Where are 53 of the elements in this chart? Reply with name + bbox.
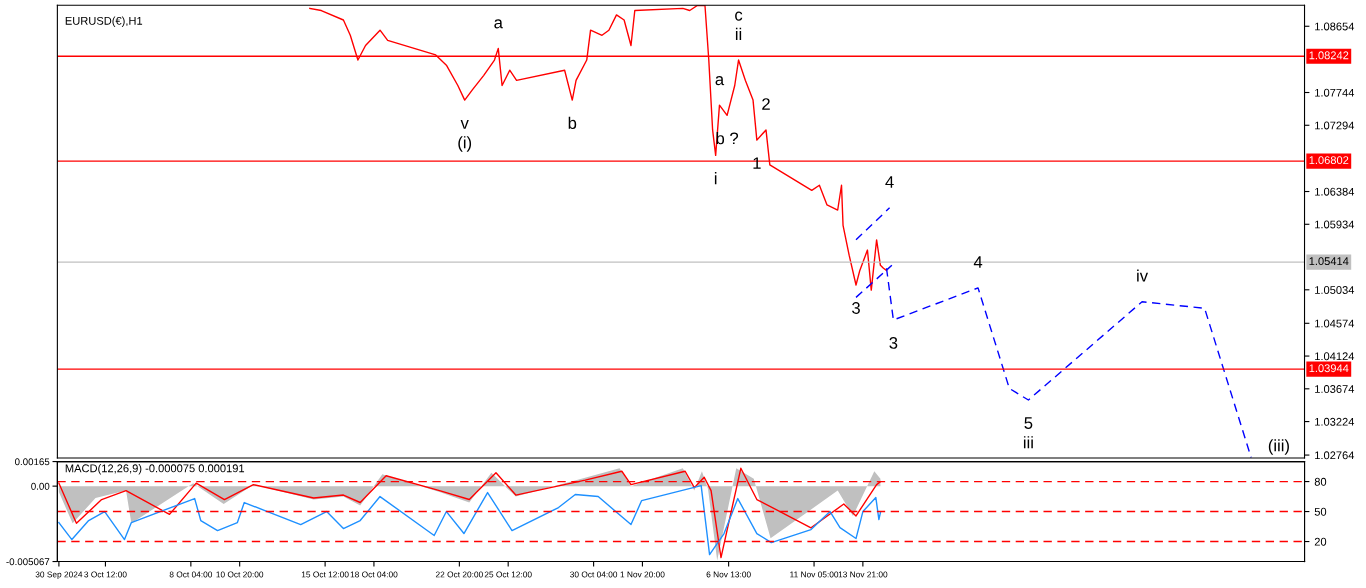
y-tick-label: 1.08654 xyxy=(1315,22,1355,31)
y2-tick-label: 80 xyxy=(1314,477,1327,486)
annotation: 3 xyxy=(852,302,860,314)
x-tick-label: 22 Oct 20:00 xyxy=(435,571,483,578)
annotation: i xyxy=(714,172,717,185)
ref-line-label: 1.05414 xyxy=(1309,257,1349,266)
annotation: ii xyxy=(735,27,742,40)
x-tick-label: 3 Oct 12:00 xyxy=(84,571,127,578)
y-tick-label: 1.03674 xyxy=(1315,385,1355,393)
x-tick-label: 18 Oct 04:00 xyxy=(350,571,398,578)
annotation: 2 xyxy=(762,98,770,110)
annotation: b xyxy=(568,116,577,129)
y-tick-label: 1.05034 xyxy=(1315,286,1355,294)
x-tick-label: 15 Oct 12:00 xyxy=(301,571,349,578)
y-tick-label: 1.06384 xyxy=(1315,187,1355,196)
ref-line-label: 1.03944 xyxy=(1309,364,1349,373)
annotation: 3 xyxy=(889,337,898,349)
x-tick-label: 1 Nov 20:00 xyxy=(620,571,665,578)
y-tick-label: 1.04124 xyxy=(1315,352,1355,361)
y-tick-label: -0.005067 xyxy=(6,558,50,566)
annotation: iv xyxy=(1137,269,1149,282)
y-tick-label: 1.03224 xyxy=(1315,417,1355,426)
annotation: 5 xyxy=(1024,417,1033,429)
y-tick-label: 1.04574 xyxy=(1315,319,1355,328)
y-tick-label: 1.05934 xyxy=(1315,220,1355,229)
ref-line-label: 1.06802 xyxy=(1309,156,1349,165)
annotation: v xyxy=(460,120,469,129)
x-tick-label: 13 Nov 21:00 xyxy=(838,571,888,578)
x-tick-label: 25 Oct 12:00 xyxy=(484,571,532,578)
x-tick-label: 30 Sep 2024 xyxy=(35,571,83,580)
annotation: a xyxy=(715,76,725,86)
x-tick-label: 10 Oct 20:00 xyxy=(216,571,264,578)
annotation: a xyxy=(494,19,503,29)
annotation: (i) xyxy=(458,136,472,152)
annotation: 4 xyxy=(973,256,983,268)
y-tick-label: 0.00165 xyxy=(14,458,50,466)
text: EURUSD(€),H1 xyxy=(65,16,143,27)
y-tick-label: 1.02764 xyxy=(1315,451,1355,460)
x-tick-label: 11 Nov 05:00 xyxy=(790,571,839,578)
annotation: (iii) xyxy=(1268,439,1289,455)
x-tick-label: 8 Oct 04:00 xyxy=(169,571,213,578)
x-tick-label: 30 Oct 04:00 xyxy=(570,571,618,578)
y2-tick-label: 50 xyxy=(1314,507,1327,516)
y-tick-label: 1.07744 xyxy=(1315,88,1355,97)
y-tick-label: 1.07294 xyxy=(1315,121,1355,130)
annotation: c xyxy=(735,11,743,21)
annotation: 4 xyxy=(885,176,894,188)
x-tick-label: 6 Nov 13:00 xyxy=(706,571,751,578)
y2-tick-label: 20 xyxy=(1314,537,1327,546)
y-tick-label: 0.00 xyxy=(31,482,50,490)
annotation: iii xyxy=(1023,436,1033,449)
ref-line-label: 1.08242 xyxy=(1309,51,1349,60)
chart-title: MACD(12,26,9) -0.000075 0.000191 xyxy=(65,464,245,475)
